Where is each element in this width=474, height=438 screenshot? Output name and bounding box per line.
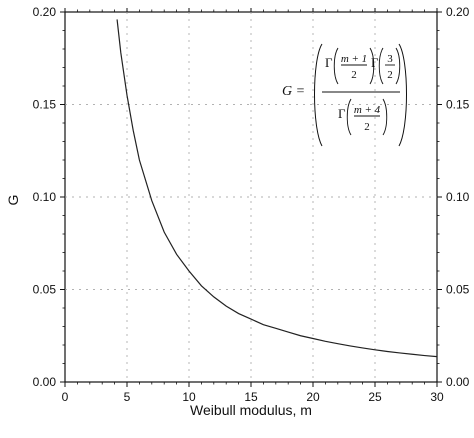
y-tick-label-right: 0.15 [446, 98, 470, 112]
y-tick-labels-left: 0.00 0.05 0.10 0.15 0.20 [33, 5, 57, 389]
y-tick-label-left: 0.10 [33, 190, 57, 204]
paren-2-right [395, 47, 401, 85]
gamma-3: Γ [338, 106, 346, 121]
den-top: m + 4 [354, 104, 381, 116]
y-tick-label-left: 0.15 [33, 98, 57, 112]
x-tick-label: 15 [244, 390, 258, 404]
x-axis-label: Weibull modulus, m [190, 402, 312, 418]
x-tick-labels: 0 5 10 15 20 25 30 [62, 390, 444, 404]
x-tick-label: 0 [62, 390, 69, 404]
y-tick-label-right: 0.10 [446, 190, 470, 204]
paren-3-left [346, 98, 352, 136]
paren-1-right [369, 47, 375, 85]
y-tick-labels-right: 0.00 0.05 0.10 0.15 0.20 [446, 5, 470, 389]
num1-top: m + 1 [341, 53, 367, 65]
gamma-1: Γ [325, 55, 333, 70]
outer-paren-right [398, 43, 407, 147]
y-tick-label-left: 0.20 [33, 5, 57, 19]
y-tick-label-right: 0.20 [446, 5, 470, 19]
paren-1-left [333, 47, 339, 85]
outer-paren-left [314, 43, 323, 147]
y-tick-label-right: 0.05 [446, 283, 470, 297]
x-tick-label: 20 [306, 390, 320, 404]
paren-2-left [378, 47, 384, 85]
num2-bottom: 2 [387, 69, 393, 81]
equation-lhs: G = [282, 84, 305, 99]
equation-annotation: G = Γ m + 1 2 Γ 3 2 Γ m + 4 2 [282, 43, 407, 147]
num2-top: 3 [387, 53, 393, 65]
g-curve-line [116, 19, 438, 358]
grid-lines [65, 12, 437, 382]
x-tick-label: 25 [368, 390, 382, 404]
axis-ticks [60, 8, 442, 387]
x-tick-label: 30 [430, 390, 444, 404]
x-tick-label: 5 [124, 390, 131, 404]
num1-bottom: 2 [351, 69, 357, 81]
paren-3-right [382, 98, 388, 136]
gamma-2: Γ [371, 55, 379, 70]
y-tick-label-left: 0.05 [33, 283, 57, 297]
den-bottom: 2 [364, 121, 370, 133]
x-tick-label: 10 [182, 390, 196, 404]
y-axis-label: G [5, 195, 21, 206]
y-tick-label-right: 0.00 [446, 375, 470, 389]
y-tick-label-left: 0.00 [33, 375, 57, 389]
